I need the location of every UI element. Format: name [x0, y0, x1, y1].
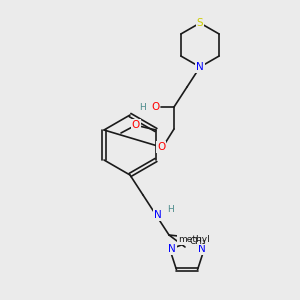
Text: H: H: [139, 103, 145, 112]
Text: N: N: [198, 244, 206, 254]
Text: O: O: [151, 102, 159, 112]
Text: N: N: [154, 210, 162, 220]
Text: O: O: [132, 120, 140, 130]
Text: CH₃: CH₃: [190, 237, 206, 246]
Text: S: S: [197, 18, 203, 28]
Text: N: N: [168, 244, 176, 254]
Text: methyl: methyl: [178, 235, 210, 244]
Text: O: O: [157, 142, 165, 152]
Text: N: N: [196, 62, 204, 72]
Text: H: H: [167, 205, 173, 214]
